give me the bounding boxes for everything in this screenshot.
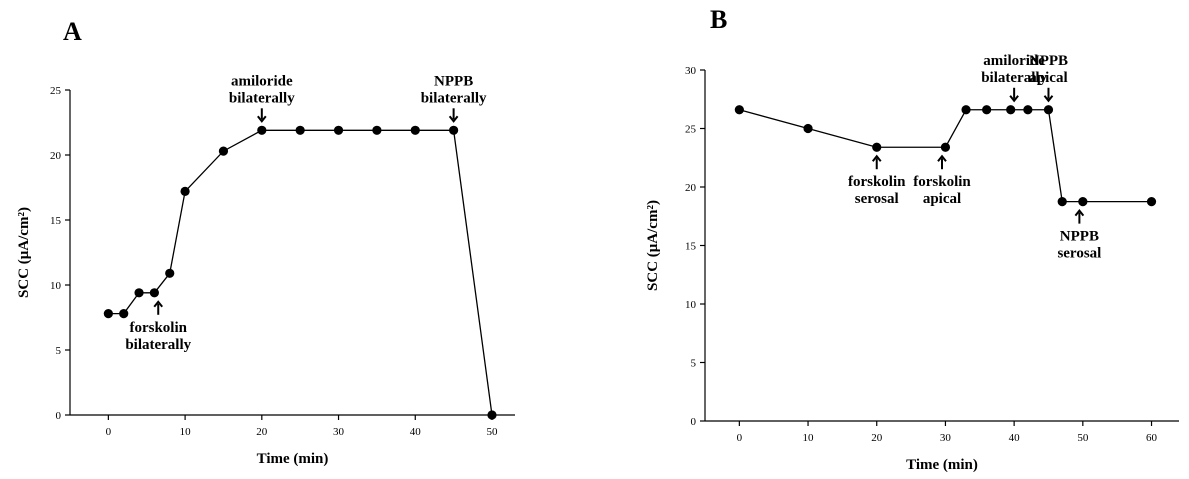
data-point (103, 309, 113, 319)
arrowhead-down-icon (1043, 95, 1054, 103)
data-point (1078, 197, 1088, 207)
y-tick-label: 10 (685, 299, 697, 311)
data-point (372, 125, 382, 135)
arrowhead-down-icon (257, 115, 267, 123)
annotation-label: forskolin (129, 320, 187, 336)
arrowhead-down-icon (1009, 95, 1019, 103)
data-point (961, 105, 971, 115)
data-point (872, 142, 882, 152)
data-point (734, 105, 744, 115)
data-point (119, 309, 129, 319)
x-tick-label: 30 (940, 432, 952, 444)
data-point (1006, 105, 1016, 115)
annotation-label: NPPB (434, 73, 473, 89)
y-tick-label: 20 (50, 150, 62, 162)
data-point (1146, 197, 1157, 207)
panel-label: A (63, 17, 82, 46)
x-tick-label: 40 (1009, 432, 1021, 444)
panel-b-chart: B 0 10 20 30 40 50 60 0 5 10 15 20 25 30 Time (min) SCC … (645, 5, 1179, 473)
arrowhead-up-icon (1074, 209, 1085, 217)
annotation-label: serosal (1057, 246, 1101, 262)
y-tick-label: 25 (685, 124, 697, 136)
annotation-label: amiloride (983, 53, 1045, 69)
data-point (1043, 105, 1054, 115)
x-axis-title: Time (min) (906, 457, 978, 473)
y-tick-label: 15 (685, 241, 697, 253)
data-point (982, 105, 992, 115)
data-point (940, 142, 951, 152)
data-point (487, 410, 497, 420)
annotation-label: forskolin (913, 174, 971, 190)
x-axis-title: Time (min) (257, 451, 329, 467)
arrowhead-up-icon (937, 154, 947, 162)
x-tick-label: 40 (410, 426, 422, 438)
y-tick-label: 0 (56, 410, 62, 422)
y-tick-label: 10 (50, 280, 62, 292)
data-point (165, 268, 175, 278)
data-point (180, 186, 190, 196)
data-point (218, 146, 229, 156)
data-point (803, 123, 813, 134)
data-point (257, 125, 267, 135)
y-tick-label: 30 (685, 65, 697, 77)
y-tick-label: 20 (685, 182, 697, 194)
annotation-label: bilaterally (229, 90, 295, 106)
annotation-label: bilaterally (421, 90, 487, 106)
annotation-label: amiloride (231, 73, 293, 89)
data-point (1023, 105, 1033, 115)
data-point (295, 125, 305, 135)
annotation-label: apical (923, 191, 961, 207)
arrowhead-up-icon (871, 154, 882, 162)
data-point (410, 125, 420, 135)
x-tick-label: 20 (256, 426, 268, 438)
annotation-label: bilaterally (981, 70, 1047, 86)
x-tick-label: 0 (106, 426, 112, 438)
x-tick-label: 30 (333, 426, 345, 438)
y-axis-title: SCC (μA/cm²) (16, 207, 32, 298)
y-tick-label: 15 (50, 215, 62, 227)
panel-a-chart: A 0 10 20 30 40 50 0 5 10 15 20 25 Time (min) SCC (μA/… (16, 17, 515, 467)
data-point (333, 125, 344, 135)
arrowhead-down-icon (448, 115, 459, 123)
y-tick-label: 0 (691, 416, 697, 428)
x-tick-label: 0 (737, 432, 743, 444)
data-point (1057, 197, 1067, 207)
x-tick-label: 50 (1077, 432, 1089, 444)
y-axis-title: SCC (μA/cm²) (645, 200, 661, 291)
arrowhead-up-icon (153, 300, 164, 308)
annotation-label: NPPB (1029, 53, 1068, 69)
panel-label: B (710, 5, 727, 34)
x-tick-label: 10 (803, 432, 815, 444)
x-tick-label: 10 (180, 426, 192, 438)
data-point (149, 288, 159, 298)
data-point (134, 288, 144, 298)
annotation-label: bilaterally (125, 337, 191, 353)
data-point (449, 125, 459, 135)
x-tick-label: 50 (486, 426, 498, 438)
annotation-label: forskolin (848, 174, 906, 190)
annotation-label: NPPB (1060, 229, 1099, 245)
y-tick-label: 25 (50, 85, 62, 97)
annotation-label: apical (1029, 70, 1067, 86)
y-tick-label: 5 (691, 358, 697, 370)
x-tick-label: 60 (1146, 432, 1158, 444)
x-tick-label: 20 (871, 432, 883, 444)
annotation-label: serosal (855, 191, 899, 207)
y-tick-label: 5 (56, 345, 62, 357)
